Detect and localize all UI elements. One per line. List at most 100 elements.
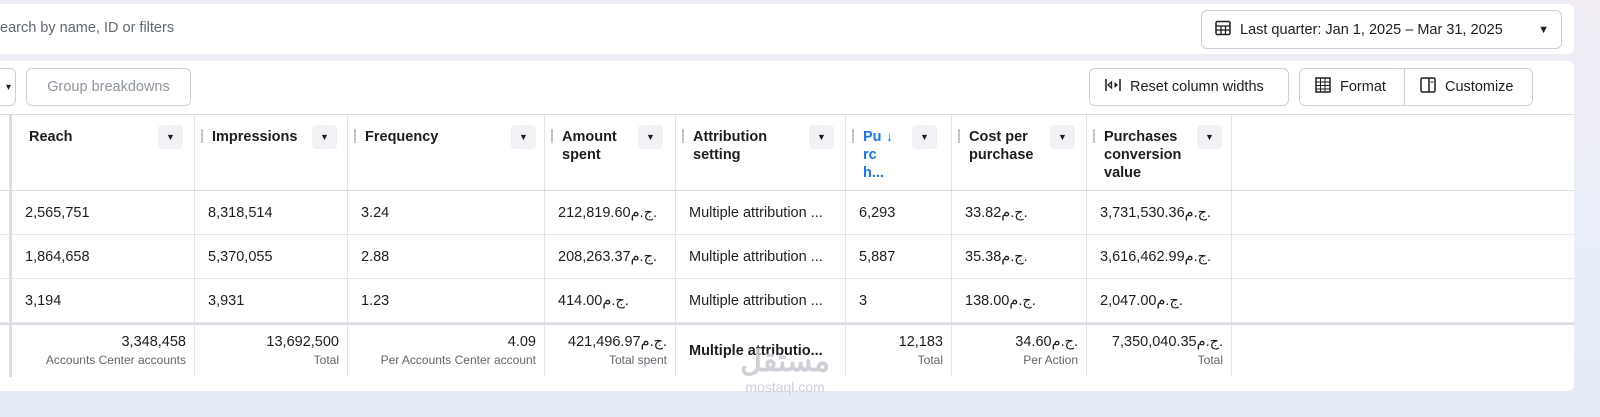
cell-purchases: 6,293 [846, 191, 952, 234]
total-value: 12,183 [898, 334, 943, 350]
total-value: 4.09 [507, 334, 536, 350]
cell-impressions: 3,931 [195, 279, 348, 322]
total-label: Total [313, 353, 339, 367]
total-value: 34.60ج.م. [1015, 334, 1078, 350]
data-table: Reach ▼ Impressions ▼ Frequency ▼ Amount… [0, 114, 1574, 377]
total-conversion-value: 7,350,040.35ج.م. Total [1087, 325, 1232, 377]
cell-frequency: 2.88 [348, 235, 545, 278]
dropdown-button[interactable]: ▾ [0, 68, 16, 106]
date-range-button[interactable]: Last quarter: Jan 1, 2025 – Mar 31, 2025… [1201, 10, 1562, 49]
row-selector [0, 279, 12, 322]
total-purchases: 12,183 Total [846, 325, 952, 377]
calendar-icon [1214, 19, 1232, 41]
cell-attribution-setting: Multiple attribution ... [676, 279, 846, 322]
column-header-purchases-conversion-value[interactable]: Purchases conversion value ▼ [1087, 115, 1232, 190]
column-header-label: Purchases conversion value [1104, 129, 1182, 181]
cell-amount-spent: 208,263.37ج.م. [545, 235, 676, 278]
column-header-cost-per-purchase[interactable]: Cost per purchase ▼ [952, 115, 1087, 190]
report-table-card: ▾ Group breakdowns Reset column widths F… [0, 61, 1574, 391]
search-bar-card: earch by name, ID or filters Last quarte… [0, 4, 1574, 54]
columns-panel-icon [1419, 76, 1437, 98]
table-row[interactable]: 1,864,658 5,370,055 2.88 208,263.37ج.م. … [0, 235, 1574, 279]
drag-handle-icon[interactable] [958, 129, 960, 143]
column-header-label: Amount spent [562, 129, 617, 163]
column-header-frequency[interactable]: Frequency ▼ [348, 115, 545, 190]
cell-reach: 3,194 [12, 279, 195, 322]
column-menu-icon[interactable]: ▼ [158, 125, 183, 149]
column-menu-icon[interactable]: ▼ [638, 125, 663, 149]
row-selector [0, 191, 12, 234]
table-row[interactable]: 3,194 3,931 1.23 414.00ج.م. Multiple att… [0, 279, 1574, 323]
column-menu-icon[interactable]: ▼ [809, 125, 834, 149]
search-input[interactable]: earch by name, ID or filters [0, 20, 175, 36]
drag-handle-icon[interactable] [852, 129, 854, 143]
row-selector [0, 235, 12, 278]
column-header-label: Purch... [863, 129, 884, 181]
cell-frequency: 3.24 [348, 191, 545, 234]
drag-handle-icon[interactable] [201, 129, 203, 143]
empty-cell [1232, 191, 1574, 234]
row-selector-column [0, 115, 12, 190]
customize-button[interactable]: Customize [1405, 69, 1532, 105]
column-header-label: Impressions [212, 129, 298, 145]
totals-row: 3,348,458 Accounts Center accounts 13,69… [0, 323, 1574, 377]
column-menu-icon[interactable]: ▼ [312, 125, 337, 149]
column-header-attribution-setting[interactable]: Attribution setting ▼ [676, 115, 846, 190]
cell-cost-per-purchase: 138.00ج.م. [952, 279, 1087, 322]
column-resize-icon [1104, 77, 1122, 97]
total-cost-per-purchase: 34.60ج.م. Per Action [952, 325, 1087, 377]
drag-handle-icon[interactable] [551, 129, 553, 143]
drag-handle-icon[interactable] [354, 129, 356, 143]
column-header-impressions[interactable]: Impressions ▼ [195, 115, 348, 190]
total-value: 7,350,040.35ج.م. [1111, 334, 1223, 350]
format-button[interactable]: Format [1300, 69, 1405, 105]
cell-attribution-setting: Multiple attribution ... [676, 235, 846, 278]
column-menu-icon[interactable]: ▼ [912, 125, 937, 149]
cell-conversion-value: 2,047.00ج.م. [1087, 279, 1232, 322]
sort-descending-icon: ↓ [886, 128, 893, 144]
total-impressions: 13,692,500 Total [195, 325, 348, 377]
total-label: Total [917, 353, 943, 367]
column-header-reach[interactable]: Reach ▼ [12, 115, 195, 190]
total-label: Total [1197, 353, 1223, 367]
watermark-latin: mostaql.com [745, 379, 825, 395]
column-header-label: Cost per purchase [969, 129, 1034, 163]
cell-purchases: 3 [846, 279, 952, 322]
cell-cost-per-purchase: 35.38ج.م. [952, 235, 1087, 278]
total-frequency: 4.09 Per Accounts Center account [348, 325, 545, 377]
format-customize-group: Format Customize [1299, 68, 1533, 106]
total-label: Per Accounts Center account [380, 353, 536, 367]
cell-cost-per-purchase: 33.82ج.م. [952, 191, 1087, 234]
date-range-label: Last quarter: Jan 1, 2025 – Mar 31, 2025 [1240, 21, 1503, 38]
total-value: 13,692,500 [266, 334, 339, 350]
column-menu-icon[interactable]: ▼ [1050, 125, 1075, 149]
column-header-purchases[interactable]: Purch... ↓ ▼ [846, 115, 952, 190]
table-row[interactable]: 2,565,751 8,318,514 3.24 212,819.60ج.م. … [0, 191, 1574, 235]
reset-column-widths-button[interactable]: Reset column widths [1089, 68, 1289, 106]
drag-handle-icon[interactable] [1093, 129, 1095, 143]
cell-conversion-value: 3,616,462.99ج.م. [1087, 235, 1232, 278]
total-label: Per Action [1023, 353, 1078, 367]
cell-frequency: 1.23 [348, 279, 545, 322]
empty-header-space [1232, 115, 1574, 190]
empty-cell [1232, 235, 1574, 278]
table-grid-icon [1314, 76, 1332, 98]
cell-impressions: 5,370,055 [195, 235, 348, 278]
column-menu-icon[interactable]: ▼ [1197, 125, 1222, 149]
total-label: Accounts Center accounts [45, 353, 186, 367]
column-header-label: Attribution setting [693, 129, 768, 163]
drag-handle-icon[interactable] [682, 129, 684, 143]
watermark: مستقل mostaql.com [730, 345, 840, 395]
reset-column-widths-label: Reset column widths [1130, 79, 1264, 95]
cell-reach: 2,565,751 [12, 191, 195, 234]
column-header-amount-spent[interactable]: Amount spent ▼ [545, 115, 676, 190]
table-header-row: Reach ▼ Impressions ▼ Frequency ▼ Amount… [0, 114, 1574, 191]
group-breakdowns-button[interactable]: Group breakdowns [26, 68, 191, 106]
cell-impressions: 8,318,514 [195, 191, 348, 234]
column-menu-icon[interactable]: ▼ [511, 125, 536, 149]
row-selector [0, 325, 12, 377]
watermark-arabic: مستقل [740, 345, 830, 378]
total-value: 3,348,458 [121, 334, 186, 350]
cell-attribution-setting: Multiple attribution ... [676, 191, 846, 234]
column-header-label: Frequency [365, 129, 439, 145]
